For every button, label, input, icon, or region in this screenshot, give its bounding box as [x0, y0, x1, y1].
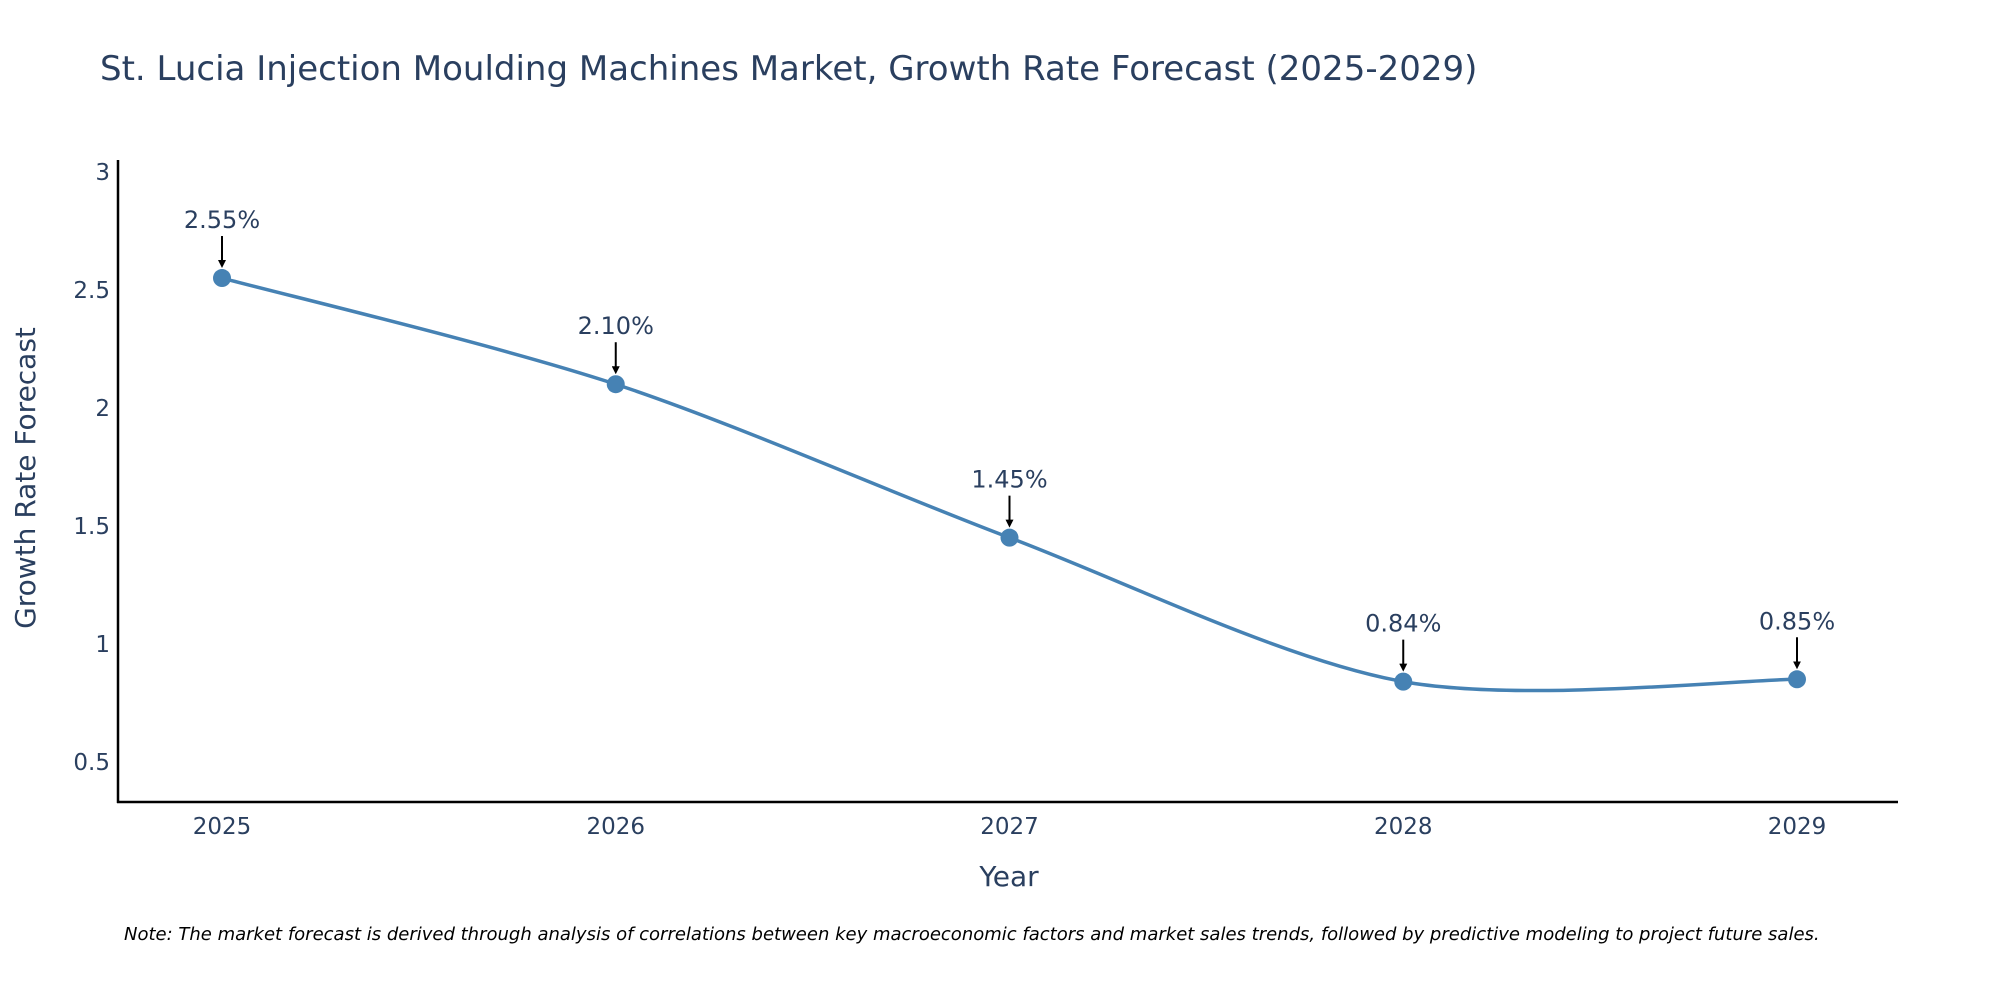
x-tick-label: 2025: [193, 814, 252, 840]
y-axis-title: Growth Rate Forecast: [9, 327, 42, 629]
data-point[interactable]: [606, 375, 625, 394]
y-tick-label: 1: [95, 632, 110, 658]
y-tick-label: 0.5: [73, 750, 110, 776]
x-tick-label: 2028: [1374, 814, 1433, 840]
annotation-label: 1.45%: [971, 466, 1047, 494]
data-point[interactable]: [213, 269, 231, 288]
data-point[interactable]: [1394, 672, 1413, 691]
y-tick-label: 1.5: [73, 514, 110, 540]
data-annotations: 2.55% 2.10% 1.45% 0.84% 0.85%: [184, 206, 1835, 672]
y-axis: 0.5 1 1.5 2 2.5 3: [73, 160, 120, 803]
annotation-label: 2.10%: [578, 312, 654, 340]
y-tick-label: 3: [95, 160, 110, 186]
x-tick-label: 2029: [1768, 814, 1827, 840]
x-axis-title: Year: [978, 860, 1039, 893]
data-point[interactable]: [1000, 528, 1019, 547]
x-tick-label: 2026: [586, 814, 645, 840]
annotation-label: 0.84%: [1365, 610, 1441, 638]
annotation-label: 2.55%: [184, 206, 260, 234]
data-points: [213, 269, 1806, 691]
x-axis: 2025 2026 2027 2028 2029: [117, 800, 1898, 840]
chart-note: Note: The market forecast is derived thr…: [124, 924, 1820, 945]
y-tick-label: 2: [95, 396, 110, 422]
x-tick-label: 2027: [980, 814, 1039, 840]
y-tick-label: 2.5: [73, 278, 110, 304]
annotation-label: 0.85%: [1759, 607, 1835, 635]
chart-title: St. Lucia Injection Moulding Machines Ma…: [100, 49, 1477, 89]
data-point[interactable]: [1788, 670, 1806, 689]
